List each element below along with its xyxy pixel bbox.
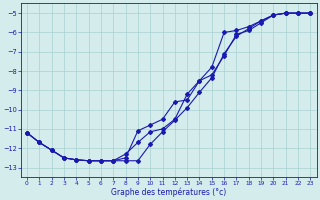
X-axis label: Graphe des températures (°c): Graphe des températures (°c) bbox=[111, 187, 226, 197]
